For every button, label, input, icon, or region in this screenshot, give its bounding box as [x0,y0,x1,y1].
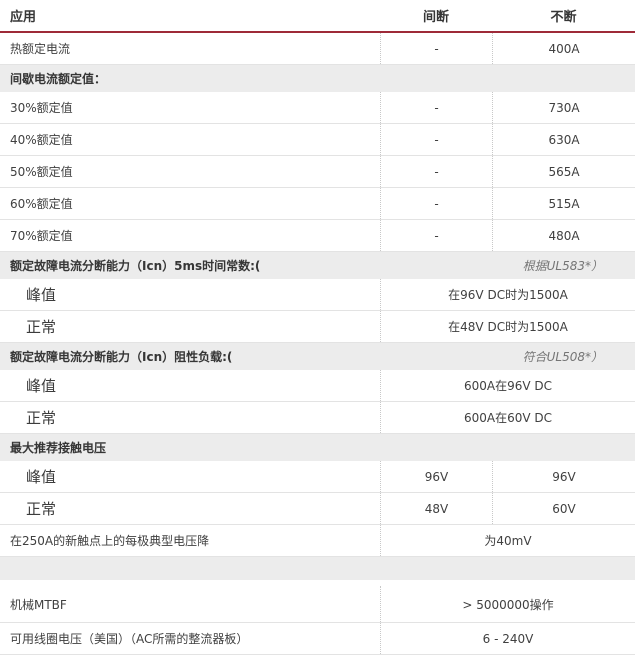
row-value-continuous: 60V [492,493,635,524]
table-row: 在250A的新触点上的每极典型电压降 为40mV [0,525,635,557]
row-label: 70%额定值 [10,229,73,243]
table-row: 60%额定值 -515A [0,188,635,220]
row-value-intermittent: - [380,33,492,64]
row-value-span: > 5000000操作 [380,586,635,622]
section-row: 最大推荐接触电压 [0,434,635,461]
section-row: 额定故障电流分断能力（Icn）5ms时间常数:( 根据UL583*） [0,252,635,279]
table-subrow: 正常 在48V DC时为1500A [0,311,635,343]
row-label: 正常 [26,409,57,427]
row-label: 可用线圈电压（美国）（AC所需的整流器板） [10,632,249,646]
row-value-intermittent: - [380,124,492,155]
row-label: 40%额定值 [10,133,73,147]
row-value-span: 为40mV [380,525,635,556]
row-value-continuous: 630A [492,124,635,155]
row-value-intermittent: 48V [380,493,492,524]
col-header-application: 应用 [10,10,37,25]
section-row: 额定故障电流分断能力（Icn）阻性负载:( 符合UL508*） [0,343,635,370]
row-label: 峰值 [26,377,57,395]
section-label: 额定故障电流分断能力（Icn）5ms时间常数:( [10,259,261,273]
col-header-intermittent: 间断 [422,10,449,25]
row-value-span: 6 - 240V [380,623,635,654]
table-subrow: 峰值 600A在96V DC [0,370,635,402]
row-label: 在250A的新触点上的每极典型电压降 [10,534,210,548]
table-row: 50%额定值 -565A [0,156,635,188]
row-value-continuous: 480A [492,220,635,251]
row-label: 60%额定值 [10,197,73,211]
table-row: 30%额定值 -730A [0,92,635,124]
row-value-continuous: 565A [492,156,635,187]
table-subrow: 正常 48V 60V [0,493,635,525]
section-note: 根据UL583*） [522,259,603,273]
row-value-intermittent: - [380,156,492,187]
row-value-intermittent: - [380,92,492,123]
row-label: 50%额定值 [10,165,73,179]
row-label: 正常 [26,318,57,336]
row-value-span: 在48V DC时为1500A [380,311,635,342]
table-row: 热额定电流 -400A [0,33,635,65]
row-label: 30%额定值 [10,101,73,115]
row-value-continuous: 730A [492,92,635,123]
row-value-continuous: 400A [492,33,635,64]
table-subrow: 正常 600A在60V DC [0,402,635,434]
table-subrow: 峰值 在96V DC时为1500A [0,279,635,311]
row-value-span: 在96V DC时为1500A [380,279,635,310]
row-value-intermittent: - [380,188,492,219]
table-row: 可用线圈电压（美国）（AC所需的整流器板） 6 - 240V [0,623,635,655]
section-label: 额定故障电流分断能力（Icn）阻性负载:( [10,350,233,364]
table-row: 70%额定值 -480A [0,220,635,252]
row-value-intermittent: 96V [380,461,492,492]
header-row: 应用 间断 不断 [0,0,635,33]
row-label: 机械MTBF [10,597,67,612]
table-row: 40%额定值 -630A [0,124,635,156]
section-label: 最大推荐接触电压 [10,441,107,455]
row-value-continuous: 96V [492,461,635,492]
row-label: 正常 [26,500,57,518]
section-row: 间歇电流额定值： [0,65,635,92]
row-value-continuous: 515A [492,188,635,219]
blank-row [0,557,635,580]
spec-table-body: 热额定电流 -400A 间歇电流额定值： 30%额定值 -730A 40%额定值 -630A… [0,33,635,655]
row-value-span: 600A在96V DC [380,370,635,401]
row-label: 热额定电流 [10,42,71,56]
row-label: 峰值 [26,468,57,486]
table-row: 机械MTBF > 5000000操作 [0,586,635,623]
row-value-intermittent: - [380,220,492,251]
col-header-continuous: 不断 [550,10,577,25]
table-subrow: 峰值 96V 96V [0,461,635,493]
row-value-span: 600A在60V DC [380,402,635,433]
section-label: 间歇电流额定值： [10,72,107,86]
section-note: 符合UL508*） [522,350,603,364]
row-label: 峰值 [26,286,57,304]
